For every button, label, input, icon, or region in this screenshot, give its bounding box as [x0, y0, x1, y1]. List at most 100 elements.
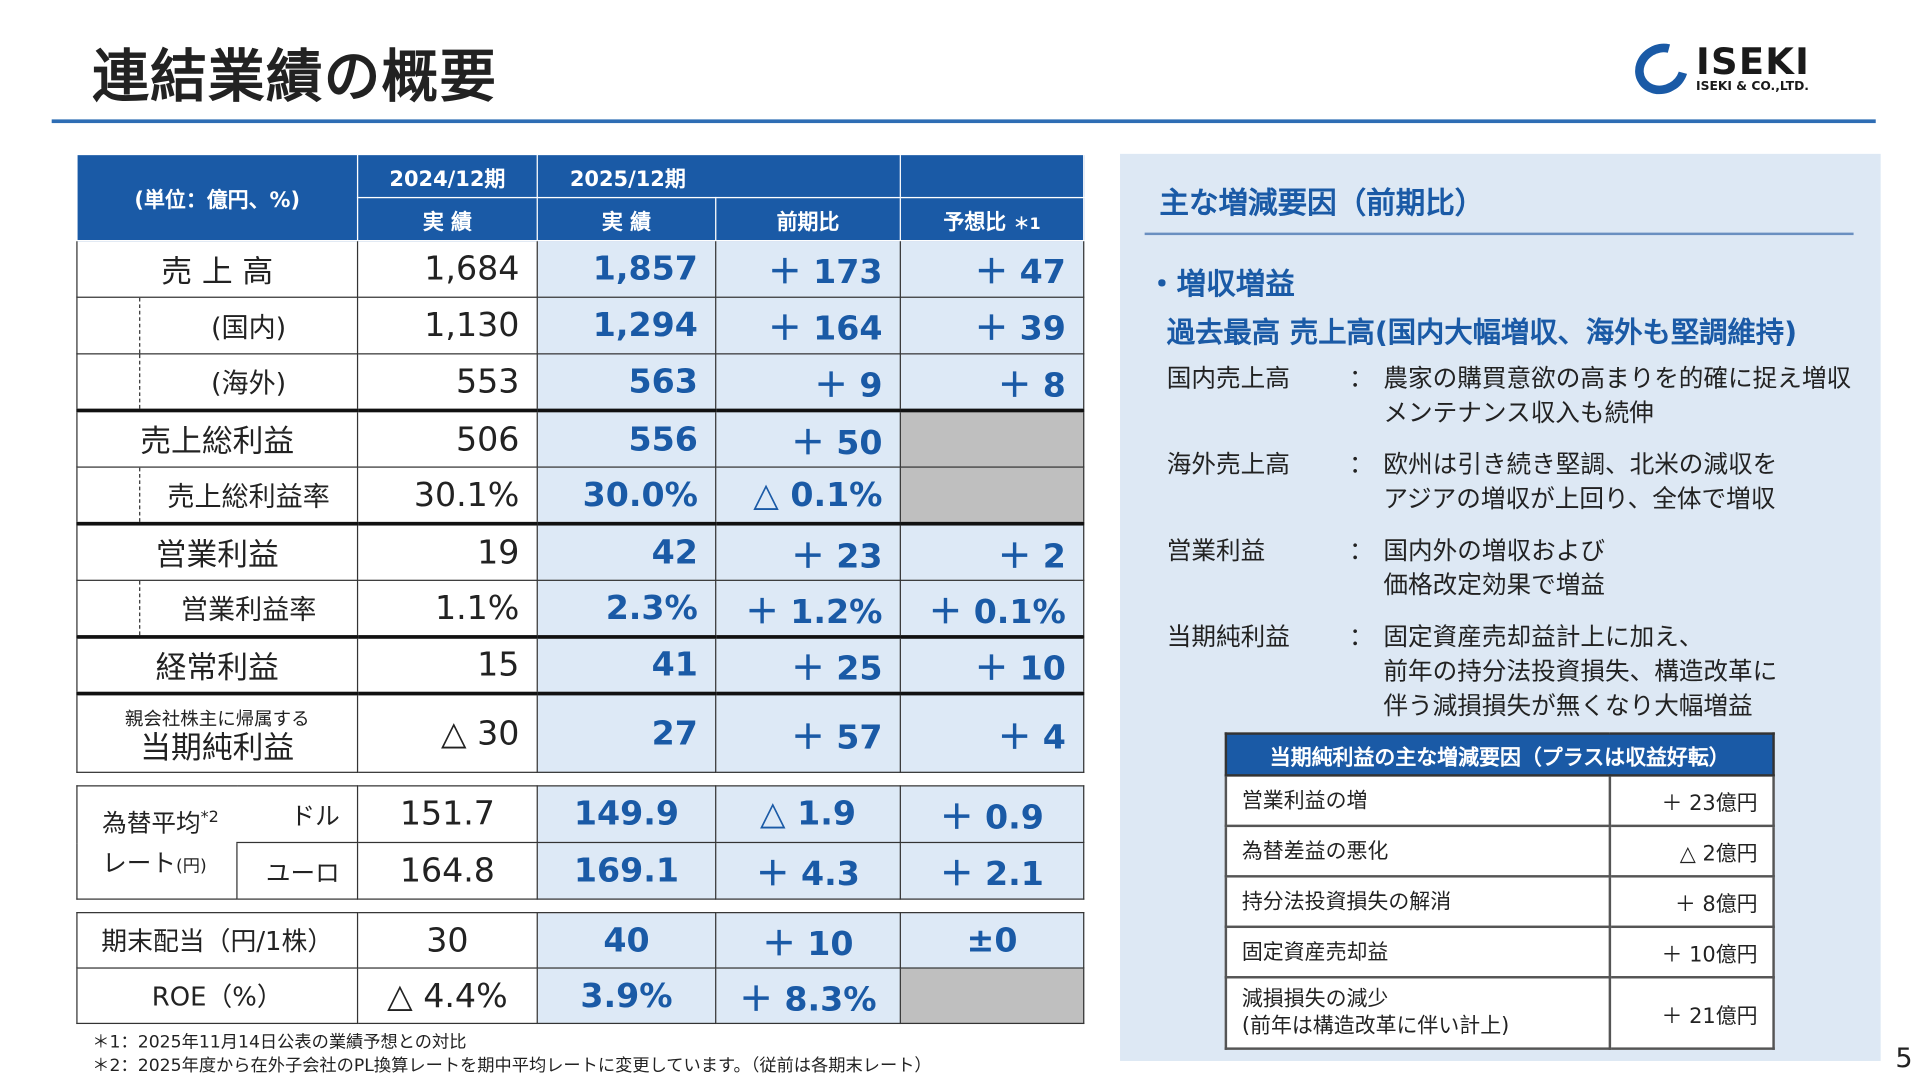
cell-prev: 1.1% [356, 579, 538, 638]
factor-row: 減損損失の減少 (前年は構造改革に伴い計上) ＋ 21億円 [1224, 976, 1775, 1050]
actual-header: 実 績 [536, 196, 717, 242]
cell-prev: 30.1% [356, 466, 538, 525]
cell-cur: 27 [536, 691, 717, 773]
cell-yoy: ＋ 1.2% [715, 579, 901, 638]
panel-subheading: 過去最高 売上高(国内大幅増収、海外も堅調維持) [1166, 317, 1798, 350]
cell-cur: 169.1 [536, 841, 717, 900]
cell-cur: 30.0% [536, 466, 717, 525]
panel-divider [1144, 232, 1854, 235]
cell-cur: 149.9 [536, 785, 717, 844]
row-label: 営業利益 [76, 521, 359, 581]
cell-cur: 556 [536, 408, 717, 468]
dividend-label: 期末配当（円/1株） [76, 912, 359, 969]
plan-header: 予想比 ＊1 [899, 196, 1085, 242]
cell-yoy: ＋ 25 [715, 635, 901, 695]
cell-cur: 1,857 [536, 240, 717, 298]
factor-item: 当期純利益：固定資産売却益計上に加え、 前年の持分法投資損失、構造改革に 伴う減損損… [1166, 621, 1778, 721]
panel-heading: ・増収増益 [1147, 267, 1295, 302]
cell-plan [899, 967, 1085, 1025]
table-row: 親会社株主に帰属する 当期純利益 △ 30 27 ＋ 57 ＋ 4 [76, 691, 1085, 773]
row-label: (海外) [76, 353, 359, 412]
table-row: 売上総利益率 30.1% 30.0% △ 0.1% [76, 466, 1085, 525]
table-row: 経常利益 15 41 ＋ 25 ＋ 10 [76, 635, 1085, 695]
cell-cur: 563 [536, 353, 717, 412]
factor-row: 為替差益の悪化 △ 2億円 [1224, 824, 1775, 878]
cell-plan: ＋ 47 [899, 240, 1085, 298]
cell-yoy: ＋ 4.3 [715, 841, 901, 900]
cell-prev: 151.7 [356, 785, 538, 844]
cell-prev: 19 [356, 521, 538, 581]
cell-plan: ＋ 2 [899, 521, 1085, 581]
cell-prev: 1,684 [356, 240, 538, 298]
page-number: 5 [1895, 1043, 1913, 1075]
unit-header: (単位：億円、%) [76, 153, 359, 242]
cell-yoy: ＋ 8.3% [715, 967, 901, 1025]
cell-prev: 506 [356, 408, 538, 468]
table-row: (国内) 1,130 1,294 ＋ 164 ＋ 39 [76, 296, 1085, 355]
footnote-2: ＊2：2025年度から在外子会社のPL換算レートを期中平均レートに変更しています… [92, 1056, 932, 1076]
net-income-factors-table: 当期純利益の主な増減要因（プラスは収益好転） 営業利益の増＋ 23億円 為替差益の… [1224, 732, 1775, 1050]
cell-yoy: ＋ 173 [715, 240, 901, 298]
table-row: 売 上 高 1,684 1,857 ＋ 173 ＋ 47 [76, 240, 1085, 298]
fy2025-header: 2025/12期 [536, 153, 901, 199]
fx-table: 為替平均*2 レート(円) ドル 151.7 149.9 △ 1.9 ＋ 0.9 ユーロ… [76, 785, 1085, 900]
table-row: 営業利益率 1.1% 2.3% ＋ 1.2% ＋ 0.1% [76, 579, 1085, 638]
cell-prev: 553 [356, 353, 538, 412]
cell-plan: ＋ 4 [899, 691, 1085, 773]
cell-cur: 42 [536, 521, 717, 581]
fx-usd-label: ドル [236, 785, 359, 844]
cell-cur: 2.3% [536, 579, 717, 638]
row-label: 売上総利益率 [76, 466, 359, 525]
yoy-header: 前期比 [715, 196, 901, 242]
cell-plan: ＋ 2.1 [899, 841, 1085, 900]
fx-eur-label: ユーロ [236, 841, 359, 900]
cell-plan: ±0 [899, 912, 1085, 969]
page-title: 連結業績の概要 [92, 43, 498, 110]
row-label: 経常利益 [76, 635, 359, 695]
cell-yoy: ＋ 57 [715, 691, 901, 773]
factor-row: 固定資産売却益＋ 10億円 [1224, 925, 1775, 979]
factor-item: 海外売上高：欧州は引き続き堅調、北米の減収を アジアの増収が上回り、全体で増収 [1166, 449, 1778, 514]
factor-row: 持分法投資損失の解消＋ 8億円 [1224, 875, 1775, 929]
cell-plan: ＋ 0.9 [899, 785, 1085, 844]
logo-mark-icon [1625, 34, 1698, 104]
title-divider [51, 119, 1876, 124]
row-label: 売 上 高 [76, 240, 359, 298]
factor-row: 営業利益の増＋ 23億円 [1224, 774, 1775, 828]
cell-plan: ＋ 8 [899, 353, 1085, 412]
logo-subtext: ISEKI & CO.,LTD. [1696, 79, 1809, 93]
cell-cur: 41 [536, 635, 717, 695]
row-label: 親会社株主に帰属する 当期純利益 [76, 691, 359, 773]
footnote-1: ＊1：2025年11月14日公表の業績予想との対比 [92, 1032, 467, 1053]
cell-prev: △ 30 [356, 691, 538, 773]
cell-yoy: ＋ 9 [715, 353, 901, 412]
cell-plan [899, 466, 1085, 525]
table-row: 売上総利益 506 556 ＋ 50 [76, 408, 1085, 468]
cell-prev: 164.8 [356, 841, 538, 900]
cell-prev: △ 4.4% [356, 967, 538, 1025]
cell-plan: ＋ 0.1% [899, 579, 1085, 638]
fy2024-header: 2024/12期 [356, 153, 538, 199]
actual-header: 実 績 [356, 196, 538, 242]
factor-item: 営業利益：国内外の増収および 価格改定効果で増益 [1166, 535, 1605, 600]
cell-yoy: △ 0.1% [715, 466, 901, 525]
cell-yoy: ＋ 23 [715, 521, 901, 581]
row-label: (国内) [76, 296, 359, 355]
cell-plan: ＋ 39 [899, 296, 1085, 355]
cell-prev: 1,130 [356, 296, 538, 355]
cell-yoy: ＋ 50 [715, 408, 901, 468]
cell-prev: 15 [356, 635, 538, 695]
dividend-table: 期末配当（円/1株） 30 40 ＋ 10 ±0 ROE（%） △ 4.4% 3.9% ＋ 8… [76, 912, 1085, 1025]
cell-cur: 40 [536, 912, 717, 969]
row-label: 営業利益率 [76, 579, 359, 638]
factors-panel: 主な増減要因（前期比） ・増収増益 過去最高 売上高(国内大幅増収、海外も堅調維… [1120, 153, 1881, 1061]
panel-title: 主な増減要因（前期比） [1159, 185, 1485, 221]
logo-text: ISEKI [1696, 40, 1811, 84]
cell-yoy: ＋ 164 [715, 296, 901, 355]
fx-label: 為替平均*2 レート(円) [76, 785, 237, 900]
cell-cur: 1,294 [536, 296, 717, 355]
iseki-logo: ISEKI ISEKI & CO.,LTD. [1625, 34, 1811, 104]
roe-label: ROE（%） [76, 967, 359, 1025]
cell-plan: ＋ 10 [899, 635, 1085, 695]
results-table: (単位：億円、%) 2024/12期 2025/12期 実 績実 績前期比 予想比 ＊… [76, 153, 1085, 773]
